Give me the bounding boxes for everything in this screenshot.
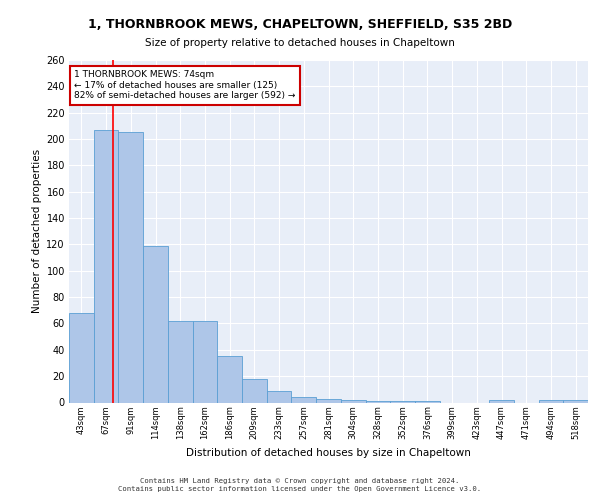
Bar <box>292 397 316 402</box>
Text: Contains HM Land Registry data © Crown copyright and database right 2024.
Contai: Contains HM Land Registry data © Crown c… <box>118 478 482 492</box>
Bar <box>267 390 292 402</box>
Bar <box>539 400 563 402</box>
Bar <box>118 132 143 402</box>
Text: 1 THORNBROOK MEWS: 74sqm
← 17% of detached houses are smaller (125)
82% of semi-: 1 THORNBROOK MEWS: 74sqm ← 17% of detach… <box>74 70 296 100</box>
Text: 1, THORNBROOK MEWS, CHAPELTOWN, SHEFFIELD, S35 2BD: 1, THORNBROOK MEWS, CHAPELTOWN, SHEFFIEL… <box>88 18 512 30</box>
Text: Size of property relative to detached houses in Chapeltown: Size of property relative to detached ho… <box>145 38 455 48</box>
Bar <box>563 400 588 402</box>
Bar <box>94 130 118 402</box>
Bar <box>341 400 365 402</box>
X-axis label: Distribution of detached houses by size in Chapeltown: Distribution of detached houses by size … <box>186 448 471 458</box>
Bar <box>489 400 514 402</box>
Y-axis label: Number of detached properties: Number of detached properties <box>32 149 42 314</box>
Bar <box>168 321 193 402</box>
Bar <box>193 321 217 402</box>
Bar <box>390 401 415 402</box>
Bar <box>365 401 390 402</box>
Bar <box>69 313 94 402</box>
Bar <box>415 401 440 402</box>
Bar <box>143 246 168 402</box>
Bar <box>242 379 267 402</box>
Bar <box>316 398 341 402</box>
Bar <box>217 356 242 403</box>
